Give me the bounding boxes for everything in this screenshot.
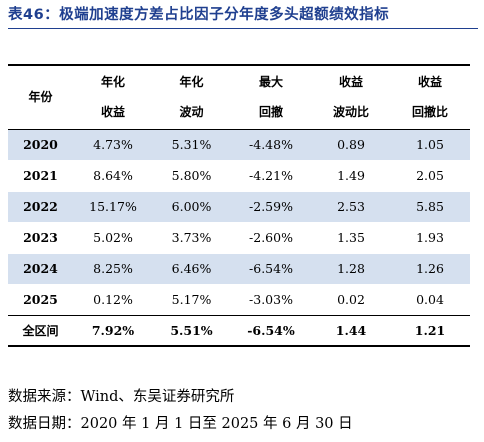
cell-return-drawdown-ratio: 2.05 xyxy=(416,168,444,183)
cell-return-drawdown-ratio: 1.21 xyxy=(390,314,470,347)
cell-max-drawdown: -6.54% xyxy=(230,252,312,285)
title-rule xyxy=(8,28,478,29)
cell-annual-return: 7.92% xyxy=(73,314,153,347)
cell-max-drawdown: -4.48% xyxy=(230,128,312,161)
cell-annual-return: 8.64% xyxy=(93,168,133,183)
cell-annual-volatility: 5.17% xyxy=(171,292,212,307)
cell-annual-return: 5.02% xyxy=(93,230,133,245)
cell-year: 2025 xyxy=(23,292,58,307)
table-row: 2021 8.64% 5.80% -4.21% 1.49 2.05 xyxy=(8,160,470,191)
cell-year: 2020 xyxy=(8,128,73,161)
cell-period-label: 全区间 xyxy=(8,314,73,347)
cell-return-drawdown-ratio: 0.04 xyxy=(416,292,444,307)
cell-annual-return: 4.73% xyxy=(73,128,153,161)
cell-annual-return: 0.12% xyxy=(93,292,133,307)
data-date-note: 数据日期：2020 年 1 月 1 日至 2025 年 6 月 30 日 xyxy=(8,416,353,432)
table-row: 2024 8.25% 6.46% -6.54% 1.28 1.26 xyxy=(8,252,470,285)
table-row: 2023 5.02% 3.73% -2.60% 1.35 1.93 xyxy=(8,222,470,253)
header-year: 年份 xyxy=(8,64,73,130)
table-row: 2022 15.17% 6.00% -2.59% 2.53 5.85 xyxy=(8,190,470,223)
cell-return-volatility-ratio: 0.02 xyxy=(337,292,365,307)
cell-year: 2022 xyxy=(8,190,73,223)
cell-return-drawdown-ratio: 5.85 xyxy=(390,190,470,223)
cell-year: 2023 xyxy=(23,230,58,245)
header-row: 年份 年化 收益 年化 波动 最大 回撤 收益 波动比 收益 回撤比 xyxy=(8,64,470,130)
header-max-drawdown: 最大 回撤 xyxy=(230,64,312,130)
cell-annual-volatility: 3.73% xyxy=(171,230,212,245)
cell-annual-volatility: 5.80% xyxy=(171,168,212,183)
cell-max-drawdown: -2.59% xyxy=(230,190,312,223)
cell-return-volatility-ratio: 1.35 xyxy=(337,230,365,245)
cell-max-drawdown: -3.03% xyxy=(249,292,293,307)
cell-annual-volatility: 5.51% xyxy=(153,314,230,347)
cell-annual-return: 15.17% xyxy=(73,190,153,223)
cell-year: 2021 xyxy=(23,168,58,183)
cell-annual-volatility: 5.31% xyxy=(153,128,230,161)
cell-year: 2024 xyxy=(8,252,73,285)
cell-return-drawdown-ratio: 1.93 xyxy=(416,230,444,245)
cell-return-volatility-ratio: 2.53 xyxy=(312,190,390,223)
cell-annual-volatility: 6.00% xyxy=(153,190,230,223)
table-row: 2025 0.12% 5.17% -3.03% 0.02 0.04 xyxy=(8,284,470,315)
total-row: 全区间 7.92% 5.51% -6.54% 1.44 1.21 xyxy=(8,314,470,347)
header-annual-return: 年化 收益 xyxy=(73,64,153,130)
header-return-drawdown-ratio: 收益 回撤比 xyxy=(390,64,470,130)
cell-return-volatility-ratio: 1.28 xyxy=(312,252,390,285)
table-row: 2020 4.73% 5.31% -4.48% 0.89 1.05 xyxy=(8,128,470,161)
cell-return-volatility-ratio: 1.44 xyxy=(312,314,390,347)
header-return-volatility-ratio: 收益 波动比 xyxy=(312,64,390,130)
cell-max-drawdown: -2.60% xyxy=(249,230,293,245)
table-title: 表46：极端加速度方差占比因子分年度多头超额绩效指标 xyxy=(8,7,390,23)
cell-max-drawdown: -4.21% xyxy=(249,168,293,183)
cell-annual-volatility: 6.46% xyxy=(153,252,230,285)
footnotes: 数据来源：Wind、东吴证券研究所 数据日期：2020 年 1 月 1 日至 2… xyxy=(8,384,353,438)
cell-return-volatility-ratio: 1.49 xyxy=(337,168,365,183)
data-source-note: 数据来源：Wind、东吴证券研究所 xyxy=(8,389,235,405)
header-annual-volatility: 年化 波动 xyxy=(153,64,230,130)
cell-max-drawdown: -6.54% xyxy=(230,314,312,347)
cell-return-drawdown-ratio: 1.05 xyxy=(390,128,470,161)
cell-annual-return: 8.25% xyxy=(73,252,153,285)
cell-return-drawdown-ratio: 1.26 xyxy=(390,252,470,285)
performance-table: 年份 年化 收益 年化 波动 最大 回撤 收益 波动比 收益 回撤比 xyxy=(8,64,470,347)
cell-return-volatility-ratio: 0.89 xyxy=(312,128,390,161)
